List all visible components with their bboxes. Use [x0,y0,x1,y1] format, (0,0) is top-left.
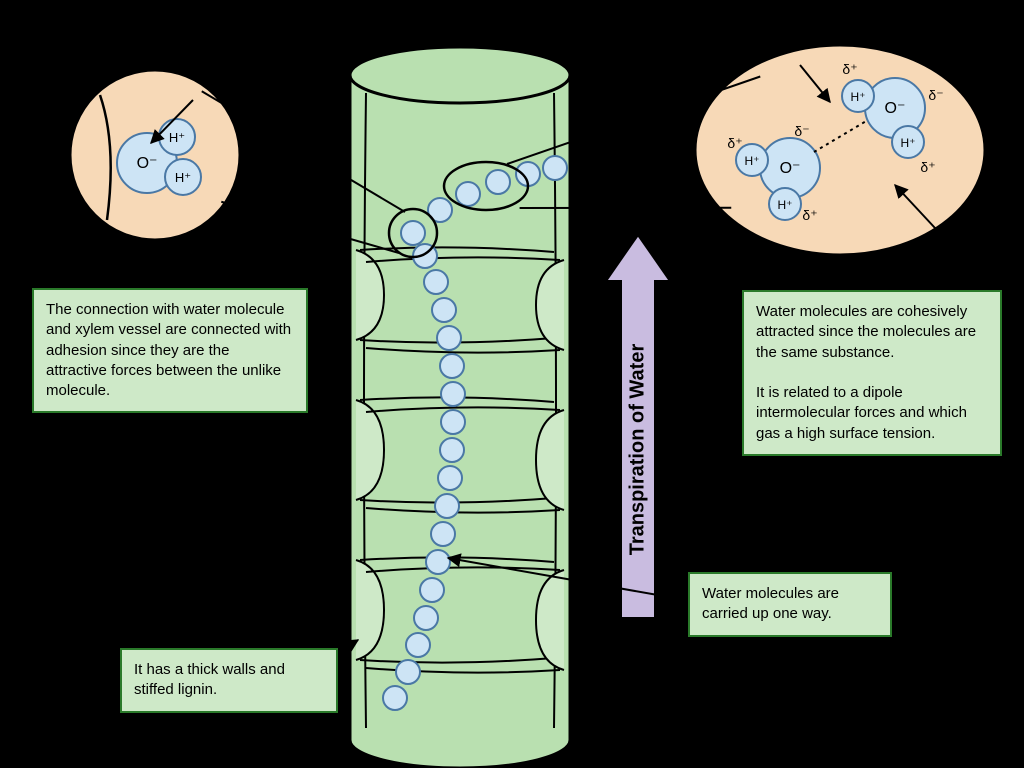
svg-text:δ⁺: δ⁺ [802,207,817,223]
svg-text:δ⁻: δ⁻ [928,87,943,103]
svg-text:H⁺: H⁺ [851,90,866,104]
svg-text:H⁺: H⁺ [778,198,793,212]
cohesion-text-1: Water molecules are cohesively attracted… [756,303,976,361]
oneway-textbox: Water molecules are carried up one way. [688,572,892,637]
svg-text:δ⁺: δ⁺ [727,135,742,151]
cohesion-textbox: Water molecules are cohesively attracted… [742,290,1002,456]
cohesion-text-2: It is related to a dipole intermolecular… [756,384,967,442]
transpiration-arrow-label: Transpiration of Water [627,339,650,559]
svg-text:δ⁺: δ⁺ [842,61,857,77]
svg-text:H⁺: H⁺ [901,136,916,150]
lignin-text: It has a thick walls and stiffed lignin. [134,661,285,698]
svg-text:O⁻: O⁻ [137,155,158,172]
svg-text:H⁺: H⁺ [745,154,760,168]
adhesion-textbox: The connection with water molecule and x… [32,288,308,413]
adhesion-text: The connection with water molecule and x… [46,301,291,399]
svg-text:O⁻: O⁻ [780,160,801,177]
oneway-text: Water molecules are carried up one way. [702,585,839,622]
lignin-textbox: It has a thick walls and stiffed lignin. [120,648,338,713]
svg-text:δ⁻: δ⁻ [794,123,809,139]
svg-text:δ⁺: δ⁺ [920,159,935,175]
svg-text:O⁻: O⁻ [885,100,906,117]
svg-text:H⁺: H⁺ [175,170,191,185]
svg-text:H⁺: H⁺ [169,130,185,145]
